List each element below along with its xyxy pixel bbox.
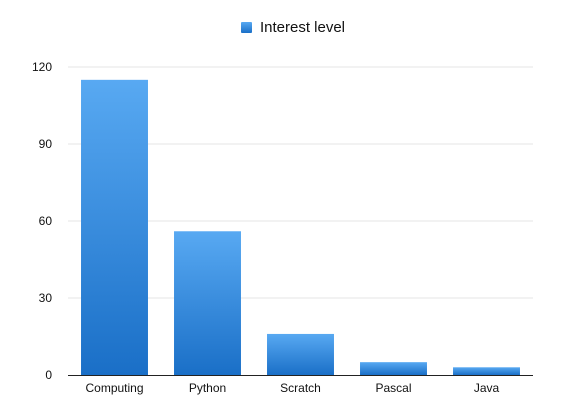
legend-swatch	[240, 22, 252, 33]
x-tick-label: Pascal	[375, 381, 411, 395]
x-tick-label: Java	[474, 381, 500, 395]
bar	[453, 367, 520, 375]
y-tick-label: 30	[39, 291, 53, 305]
bar	[81, 79, 148, 375]
bar	[267, 333, 334, 375]
x-tick-label: Computing	[85, 381, 143, 395]
chart-legend: Interest level	[0, 19, 586, 36]
bar	[360, 362, 427, 375]
legend-label: Interest level	[259, 19, 346, 36]
bars	[81, 79, 520, 375]
x-tick-label: Python	[189, 381, 226, 395]
tick-labels: 0 30 60 90 120 Computing Python Scratch Pascal Ja…	[32, 60, 500, 395]
y-tick-label: 0	[45, 368, 52, 382]
y-tick-label: 90	[39, 137, 53, 151]
y-tick-label: 60	[39, 214, 53, 228]
bar	[174, 231, 241, 375]
x-tick-label: Scratch	[280, 381, 321, 395]
y-tick-label: 120	[32, 60, 52, 74]
